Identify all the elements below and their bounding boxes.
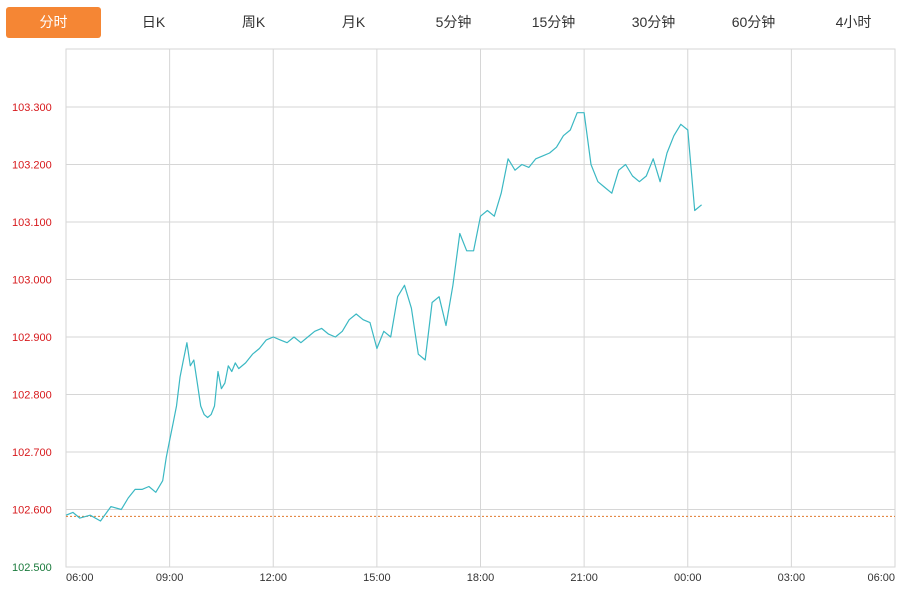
x-tick-label: 09:00 xyxy=(156,572,184,584)
tab-5min[interactable]: 5分钟 xyxy=(435,14,472,30)
tab-monthly-k[interactable]: 月K xyxy=(341,14,366,30)
y-tick-label: 102.700 xyxy=(12,447,52,459)
tab-daily-k[interactable]: 日K xyxy=(141,14,166,30)
tab-60min[interactable]: 60分钟 xyxy=(731,14,776,30)
y-tick-label: 102.900 xyxy=(12,332,52,344)
y-tick-label: 102.500 xyxy=(12,562,52,574)
tab-weekly-k[interactable]: 周K xyxy=(241,14,266,30)
tab-4hour[interactable]: 4小时 xyxy=(835,14,872,30)
tab-15min[interactable]: 15分钟 xyxy=(531,14,576,30)
tab-intraday[interactable]: 分时 xyxy=(6,7,101,38)
y-tick-label: 102.600 xyxy=(12,505,52,517)
y-tick-label: 102.800 xyxy=(12,390,52,402)
x-tick-label: 00:00 xyxy=(674,572,702,584)
x-tick-label: 12:00 xyxy=(259,572,287,584)
y-tick-label: 103.100 xyxy=(12,217,52,229)
x-tick-label: 03:00 xyxy=(778,572,806,584)
x-tick-label: 18:00 xyxy=(467,572,495,584)
x-tick-label: 06:00 xyxy=(66,572,94,584)
tab-30min[interactable]: 30分钟 xyxy=(631,14,676,30)
period-tabs: 分时 日K 周K 月K 5分钟 15分钟 30分钟 60分钟 4小时 xyxy=(0,0,906,44)
x-tick-label: 15:00 xyxy=(363,572,391,584)
y-tick-label: 103.200 xyxy=(12,160,52,172)
price-line xyxy=(65,112,702,522)
y-tick-label: 103.300 xyxy=(12,102,52,114)
x-tick-label: 21:00 xyxy=(570,572,598,584)
y-tick-label: 103.000 xyxy=(12,275,52,287)
x-tick-label: 06:00 xyxy=(867,572,895,584)
